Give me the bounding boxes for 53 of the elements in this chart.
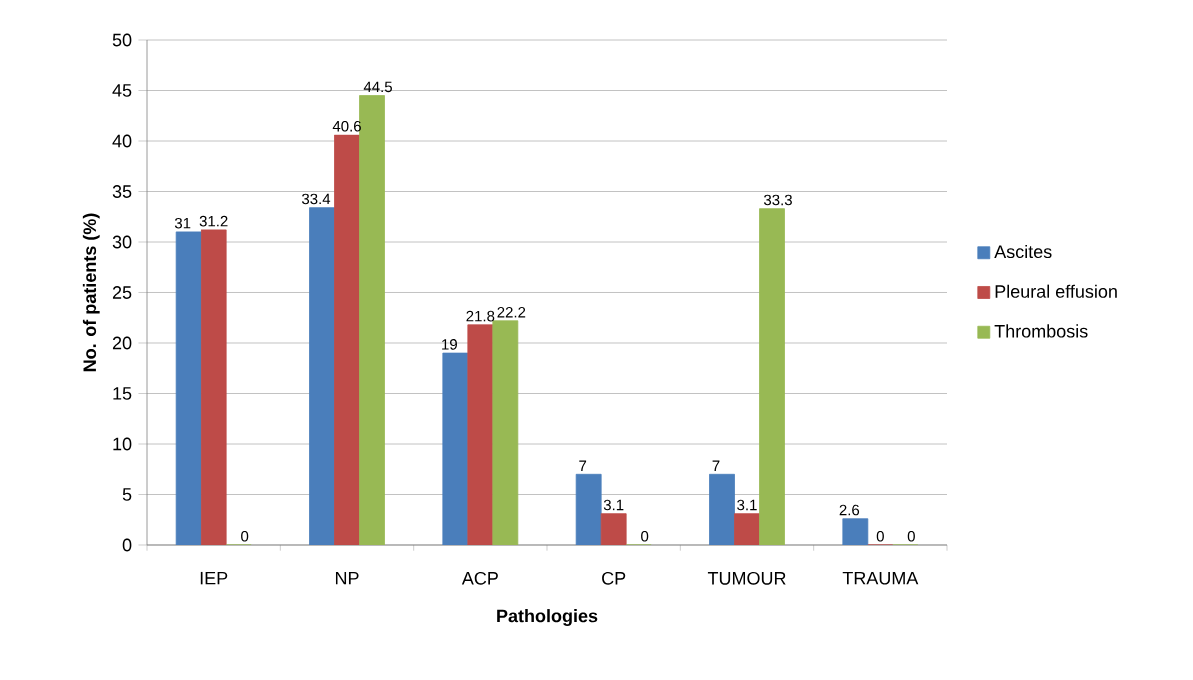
y-tick-label: 5 [122,488,132,501]
y-tick-label: 40 [112,134,132,148]
bar [334,134,360,545]
data-label: 21.8 [466,310,495,322]
bar [709,473,735,545]
bar [359,95,385,545]
x-tick-label: IEP [200,571,228,585]
data-label: 33.3 [763,194,792,206]
x-axis-title: Pathologies [497,609,598,626]
y-tick-label: 15 [113,387,132,400]
bar [175,231,202,545]
bar [200,229,227,545]
x-tick-label: TRAUMA [842,571,919,585]
data-label: 33.4 [301,193,331,205]
data-label: 31.2 [199,215,228,227]
bar [492,320,519,545]
legend-label: Ascites [994,244,1052,259]
data-label: 0 [241,530,249,542]
bar [309,207,335,545]
data-label: 7 [712,460,720,471]
data-label: 19 [442,339,457,350]
x-tick-label: NP [335,571,359,585]
y-tick-label: 10 [113,437,132,451]
data-label: 22.2 [497,306,526,318]
y-tick-label: 0 [122,538,132,552]
data-label: 2.6 [839,504,860,516]
x-tick-label: ACP [461,571,498,585]
bar [759,208,785,545]
data-label: 0 [641,530,649,542]
y-tick-label: 35 [112,185,132,198]
data-label: 0 [876,530,884,542]
data-label: 3.1 [603,499,624,511]
data-label: 3.1 [737,499,757,511]
data-label: 44.5 [363,81,392,93]
bar [575,473,602,545]
bar [842,518,869,545]
y-axis-title: No. of patients (%) [82,213,100,372]
y-tick-label: 50 [112,33,132,47]
y-tick-label: 25 [112,286,132,299]
data-label: 7 [579,460,587,471]
bar [600,513,627,545]
legend-label: Thrombosis [994,324,1088,338]
data-label: 31 [174,217,191,229]
y-tick-label: 45 [112,84,132,97]
legend-label: Pleural effusion [995,284,1117,298]
bar [442,352,469,545]
x-tick-label: CP [602,571,626,585]
y-tick-label: 30 [112,235,132,249]
y-tick-label: 20 [112,336,132,350]
bar [467,324,494,545]
bar [734,513,760,545]
data-label: 0 [907,530,915,542]
x-tick-label: TUMOUR [707,571,786,585]
